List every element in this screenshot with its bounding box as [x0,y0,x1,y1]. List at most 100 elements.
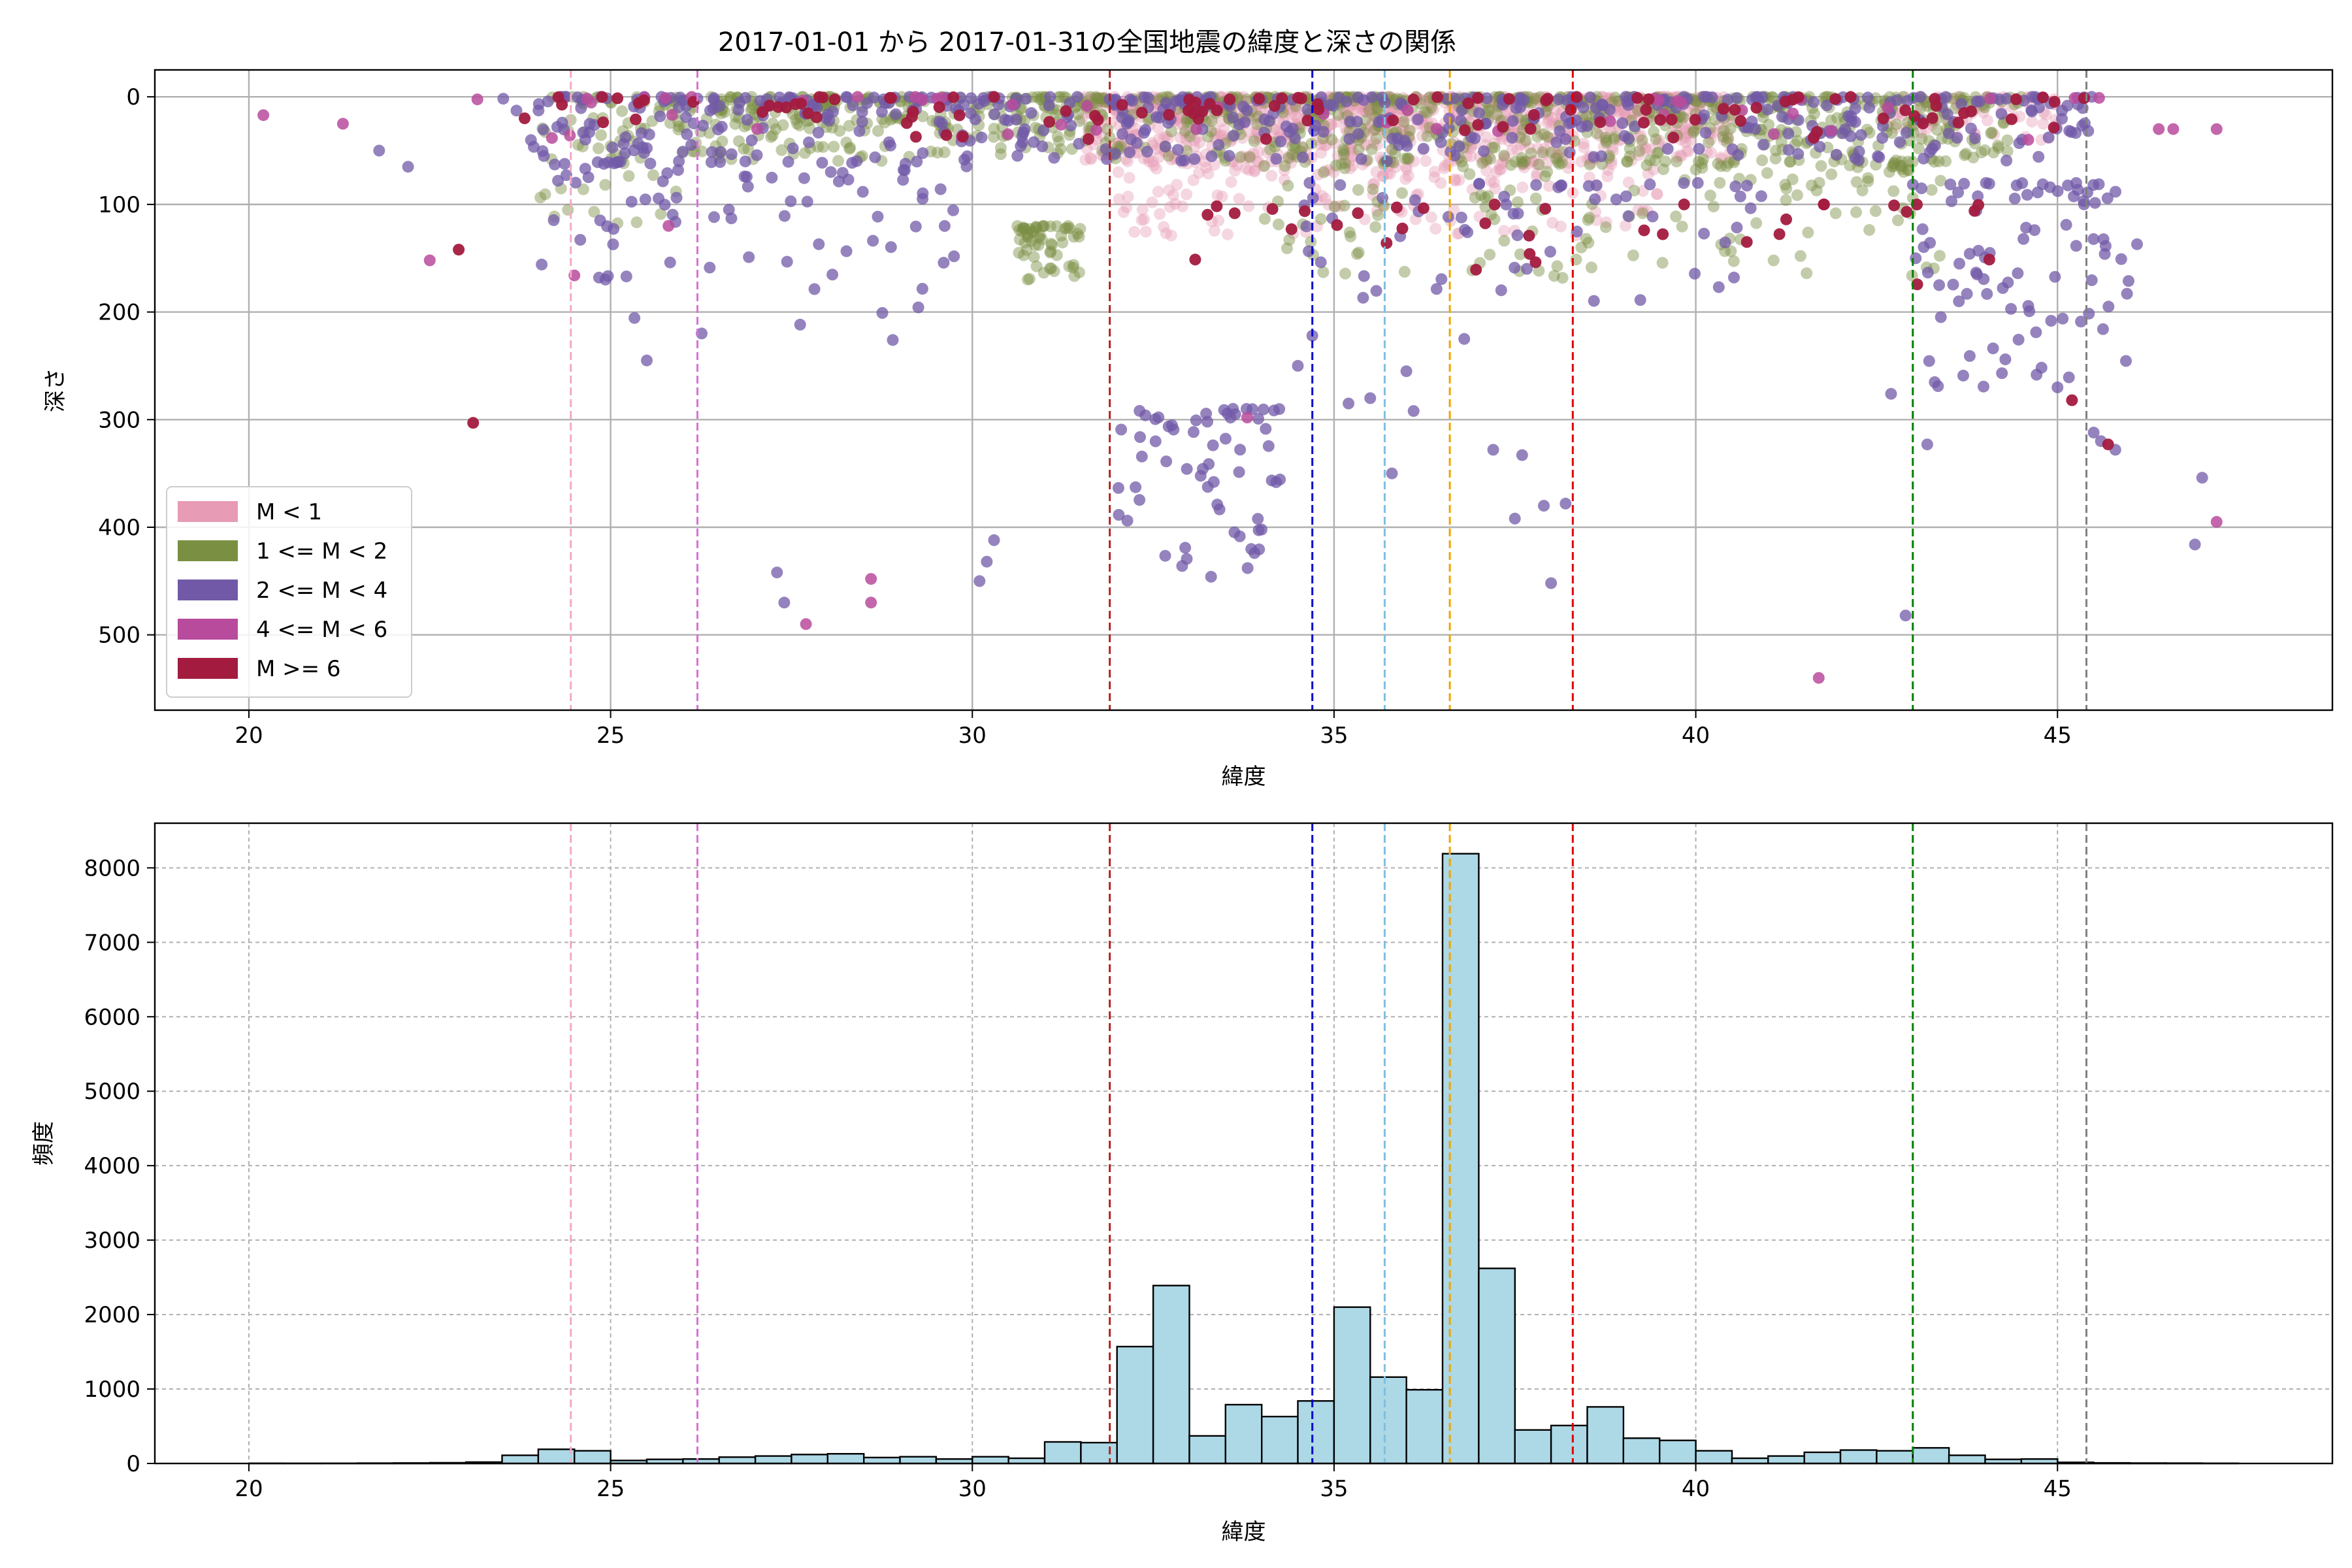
scatter-point [1671,95,1684,107]
scatter-point [630,113,642,125]
scatter-point [1530,179,1543,191]
scatter-point [657,175,669,188]
scatter-point [2036,178,2049,191]
scatter-point [828,140,840,153]
scatter-point [1324,99,1336,111]
scatter-point [1187,426,1200,438]
scatter-point [1135,214,1148,226]
histogram-bar [1369,1376,1407,1465]
scatter-point [1387,114,1399,127]
scatter-point [1523,157,1535,170]
scatter-point [1862,172,1874,184]
scatter-point [1580,233,1592,245]
scatter-point [1278,164,1290,176]
scatter-point [1808,108,1820,120]
scatter-point [1482,105,1495,117]
scatter-point [1073,231,1085,243]
scatter-point [793,120,806,132]
scatter-point [729,118,742,130]
scatter-point [1017,221,1030,234]
histogram-y-tick-label: 7000 [84,930,140,956]
legend: M < 1 1 <= M < 2 2 <= M < 4 4 <= M < 6 M >= … [166,486,412,698]
scatter-point [1968,204,1981,217]
histogram-bar [1260,1415,1299,1465]
scatter-point [1571,225,1583,238]
scatter-point [879,116,891,129]
scatter-point [1187,174,1200,186]
scatter-point [1043,116,1056,128]
histogram-y-tick-label: 4000 [84,1153,140,1179]
scatter-point [1181,188,1193,201]
scatter-point [1869,205,1882,218]
scatter-point [1601,170,1614,182]
scatter-point [1225,176,1237,188]
scatter-point [1887,159,1900,172]
scatter-point [1952,186,1965,199]
scatter-point [1892,214,1904,227]
scatter-x-tick-label: 35 [1320,723,1348,749]
histogram-plot-frame [154,822,2334,1465]
scatter-point [1071,91,1083,103]
scatter-point [1036,91,1048,103]
histogram-y-tick-label: 1000 [84,1377,140,1403]
scatter-point [1766,91,1778,103]
scatter-point [1159,549,1171,562]
scatter-point [1794,250,1806,262]
scatter-point [1124,146,1135,159]
scatter-point [1399,152,1411,165]
scatter-point [1234,151,1247,163]
scatter-point [1849,103,1861,115]
scatter-point [1581,120,1593,132]
scatter-point [1396,187,1408,199]
scatter-point [800,618,812,630]
scatter-point [1531,131,1544,143]
scatter-point [988,123,1000,135]
scatter-point [1322,199,1335,211]
scatter-point [1257,403,1269,416]
scatter-point [1248,133,1260,145]
scatter-point [1330,138,1342,150]
scatter-point [1525,147,1537,159]
scatter-point [1457,160,1469,172]
scatter-point [1933,155,1945,167]
scatter-point [1247,148,1260,159]
scatter-point [1188,153,1201,165]
scatter-point [1117,206,1130,218]
scatter-point [705,156,717,169]
scatter-point [777,119,789,131]
scatter-point [1143,155,1156,168]
scatter-point [1479,191,1492,204]
scatter-point [1343,226,1356,238]
scatter-point [552,174,564,187]
histogram-bar [1080,1441,1119,1465]
scatter-point [2093,91,2105,104]
scatter-point [1174,131,1186,144]
scatter-point [1013,233,1026,246]
scatter-point [1955,98,1968,110]
scatter-point [826,269,839,281]
scatter-point [714,156,727,168]
scatter-point [1429,223,1442,235]
scatter-point [1253,93,1265,105]
scatter-point [781,255,793,268]
scatter-point [1045,239,1058,251]
scatter-point [1984,93,1996,105]
scatter-point [2040,108,2052,121]
scatter-point [1236,150,1249,163]
scatter-point [1693,142,1705,155]
scatter-point [1911,199,1923,210]
scatter-point [1281,242,1293,255]
scatter-point [1284,152,1296,164]
histogram-panel: 20 25 30 35 40 45 0 1000 2000 3000 4000 5000 6000 70… [31,822,2334,1545]
scatter-point [1134,494,1146,506]
scatter-point [1812,672,1825,684]
scatter-point [1916,223,1929,235]
scatter-point [840,137,853,149]
scatter-point [1061,222,1073,234]
scatter-point [1744,202,1757,214]
scatter-point [1676,117,1688,129]
scatter-point [1861,91,1874,104]
scatter-point [1355,153,1367,165]
scatter-point [1037,124,1050,137]
scatter-point [1363,105,1375,117]
